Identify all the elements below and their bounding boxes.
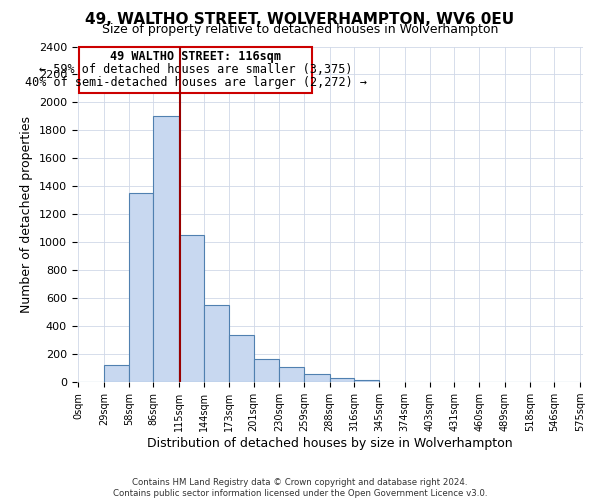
- Bar: [204, 306, 229, 382]
- Bar: [229, 334, 254, 382]
- Bar: [154, 116, 179, 382]
- Text: Contains HM Land Registry data © Crown copyright and database right 2024.
Contai: Contains HM Land Registry data © Crown c…: [113, 478, 487, 498]
- Text: 49, WALTHO STREET, WOLVERHAMPTON, WV6 0EU: 49, WALTHO STREET, WOLVERHAMPTON, WV6 0E…: [85, 12, 515, 28]
- Bar: [129, 194, 154, 382]
- Bar: [304, 374, 329, 382]
- Bar: [279, 367, 304, 382]
- Text: 40% of semi-detached houses are larger (2,272) →: 40% of semi-detached houses are larger (…: [25, 76, 367, 89]
- Text: ← 59% of detached houses are smaller (3,375): ← 59% of detached houses are smaller (3,…: [39, 63, 352, 76]
- Text: Size of property relative to detached houses in Wolverhampton: Size of property relative to detached ho…: [102, 22, 498, 36]
- Bar: [354, 380, 379, 382]
- FancyBboxPatch shape: [79, 47, 312, 94]
- Bar: [179, 236, 204, 382]
- Text: 49 WALTHO STREET: 116sqm: 49 WALTHO STREET: 116sqm: [110, 50, 281, 62]
- Bar: [104, 364, 129, 382]
- X-axis label: Distribution of detached houses by size in Wolverhampton: Distribution of detached houses by size …: [147, 437, 513, 450]
- Bar: [329, 378, 354, 382]
- Y-axis label: Number of detached properties: Number of detached properties: [20, 116, 33, 313]
- Bar: [254, 359, 279, 382]
